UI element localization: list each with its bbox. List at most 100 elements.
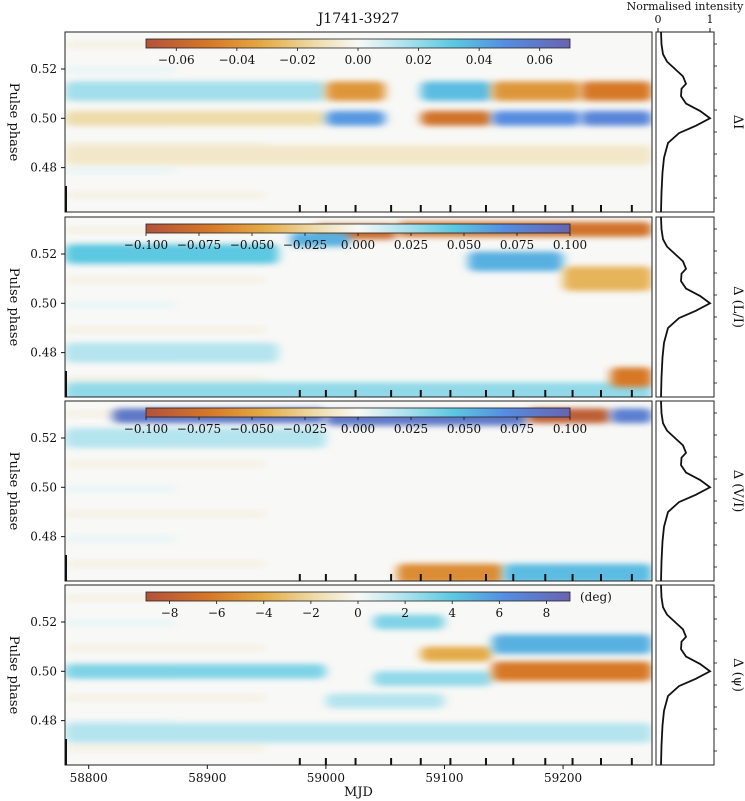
- cbar-tick-label-3-0: −8: [161, 606, 179, 620]
- profile-tick-0: 0: [655, 13, 662, 26]
- colorbar-2: [145, 407, 571, 418]
- cbar-tick-label-2-8: 0.100: [553, 422, 587, 436]
- heatmap-feature-0-3: [325, 81, 386, 102]
- cbar-tick-label-2-2: −0.050: [230, 422, 274, 436]
- heatmap-2: [65, 401, 652, 581]
- heatmap-streak-3-4: [65, 695, 265, 701]
- y-axis-label-1: Pulse phase: [6, 268, 21, 347]
- heatmap-feature-1-1: [65, 244, 279, 264]
- heatmap-feature-3-1: [373, 671, 492, 687]
- y-tick-label-0-0: 0.48: [30, 161, 57, 175]
- cbar-tick-label-2-3: −0.025: [283, 422, 327, 436]
- profile-axis-label: Normalised intensity: [627, 0, 744, 13]
- cbar-tick-label-3-5: 2: [401, 606, 409, 620]
- y-tick-label-1-2: 0.52: [30, 247, 57, 261]
- profile-curve-3: [660, 584, 712, 766]
- cbar-tick-label-1-6: 0.050: [447, 238, 481, 252]
- heatmap-streak-1-4: [65, 327, 265, 333]
- heatmap-feature-0-9: [580, 81, 652, 102]
- cbar-tick-label-3-2: −4: [255, 606, 273, 620]
- cbar-tick-label-0-6: 0.06: [526, 53, 553, 67]
- side-label-0: ΔI: [730, 115, 745, 130]
- heatmap-feature-0-10: [65, 145, 652, 166]
- y-axis-label-0: Pulse phase: [6, 83, 21, 162]
- heatmap-feature-0-7: [491, 81, 581, 102]
- cbar-tick-label-1-0: −0.100: [124, 238, 168, 252]
- colorbar-3: [145, 591, 571, 602]
- cbar-tick-label-3-4: 0: [354, 606, 362, 620]
- side-label-2: Δ (V/I): [730, 470, 745, 513]
- cbar-tick-label-0-1: −0.04: [218, 53, 255, 67]
- x-tick-label-4: 59200: [544, 771, 582, 785]
- heatmap-feature-2-5: [503, 563, 652, 581]
- x-tick-label-0: 58800: [70, 771, 108, 785]
- profile-curve-1: [660, 216, 712, 398]
- cbar-tick-label-3-3: −2: [302, 606, 320, 620]
- heatmap-streak-2-2: [65, 461, 265, 467]
- cbar-tick-label-1-5: 0.025: [394, 238, 428, 252]
- side-label-3: Δ (ψ): [730, 658, 745, 692]
- heatmap-streak-0-1: [65, 67, 175, 73]
- cbar-tick-label-0-2: −0.02: [279, 53, 316, 67]
- cbar-tick-label-3-1: −6: [208, 606, 226, 620]
- cbar-tick-label-3-6: 4: [448, 606, 456, 620]
- heatmap-streak-3-2: [65, 645, 265, 651]
- heatmap-streak-0-5: [65, 167, 175, 173]
- cbar-tick-label-1-4: 0.000: [341, 238, 375, 252]
- cbar-tick-label-1-2: −0.050: [230, 238, 274, 252]
- y-tick-label-1-0: 0.48: [30, 346, 57, 360]
- cbar-tick-label-2-6: 0.050: [447, 422, 481, 436]
- heatmap-feature-3-6: [65, 723, 652, 743]
- heatmap-feature-2-4: [397, 563, 504, 581]
- heatmap-streak-1-3: [65, 302, 175, 308]
- x-tick-label-3: 59100: [425, 771, 463, 785]
- heatmap-streak-0-4: [65, 142, 265, 148]
- cbar-tick-label-0-3: 0.00: [345, 53, 372, 67]
- heatmap-feature-3-0: [65, 663, 326, 679]
- heatmap-streak-2-6: [65, 561, 265, 567]
- panel-frame-2: [64, 400, 653, 582]
- cbar-tick-label-0-4: 0.02: [405, 53, 432, 67]
- heatmap-feature-1-2: [65, 342, 279, 363]
- cbar-tick-label-1-1: −0.075: [177, 238, 221, 252]
- heatmap-feature-1-7: [563, 266, 652, 291]
- side-label-1: Δ (L/I): [730, 286, 745, 328]
- y-tick-label-2-1: 0.50: [30, 480, 57, 494]
- colorbar-1: [145, 223, 571, 234]
- heatmap-feature-0-5: [420, 81, 492, 102]
- y-tick-label-3-0: 0.48: [30, 714, 57, 728]
- cbar-tick-label-0-5: 0.04: [466, 53, 493, 67]
- heatmap-feature-2-6: [65, 428, 326, 448]
- cbar-tick-label-1-8: 0.100: [553, 238, 587, 252]
- heatmap-streak-3-5: [65, 720, 175, 726]
- heatmap-streak-0-6: [65, 192, 265, 198]
- profile-curve-0: [660, 31, 712, 213]
- heatmap-feature-1-8: [610, 367, 652, 388]
- heatmap-streak-2-3: [65, 486, 175, 492]
- heatmap-feature-0-8: [580, 110, 652, 126]
- y-tick-label-2-2: 0.52: [30, 431, 57, 445]
- heatmap-3: [65, 585, 652, 765]
- cbar-unit-3: (deg): [580, 590, 612, 604]
- cbar-tick-label-0-0: −0.06: [158, 53, 195, 67]
- cbar-tick-label-3-8: 8: [543, 606, 551, 620]
- heatmap-streak-2-5: [65, 536, 175, 542]
- y-tick-label-3-1: 0.50: [30, 664, 57, 678]
- panel-frame-3: [64, 584, 653, 766]
- cbar-tick-label-2-7: 0.075: [500, 422, 534, 436]
- heatmap-feature-0-0: [65, 110, 326, 126]
- profile-curve-2: [660, 400, 712, 582]
- heatmap-feature-2-3: [610, 408, 652, 424]
- heatmap-feature-0-6: [491, 110, 581, 126]
- colorbar-0: [145, 38, 571, 49]
- y-tick-label-0-2: 0.52: [30, 62, 57, 76]
- y-tick-label-1-1: 0.50: [30, 296, 57, 310]
- heatmap-feature-3-7: [325, 693, 445, 709]
- heatmap-streak-1-6: [65, 377, 265, 383]
- cbar-tick-label-2-5: 0.025: [394, 422, 428, 436]
- heatmap-streak-2-4: [65, 511, 265, 517]
- heatmap-feature-1-0: [65, 382, 652, 397]
- heatmap-feature-3-2: [420, 646, 492, 662]
- cbar-tick-label-1-7: 0.075: [500, 238, 534, 252]
- x-axis-label: MJD: [344, 785, 373, 800]
